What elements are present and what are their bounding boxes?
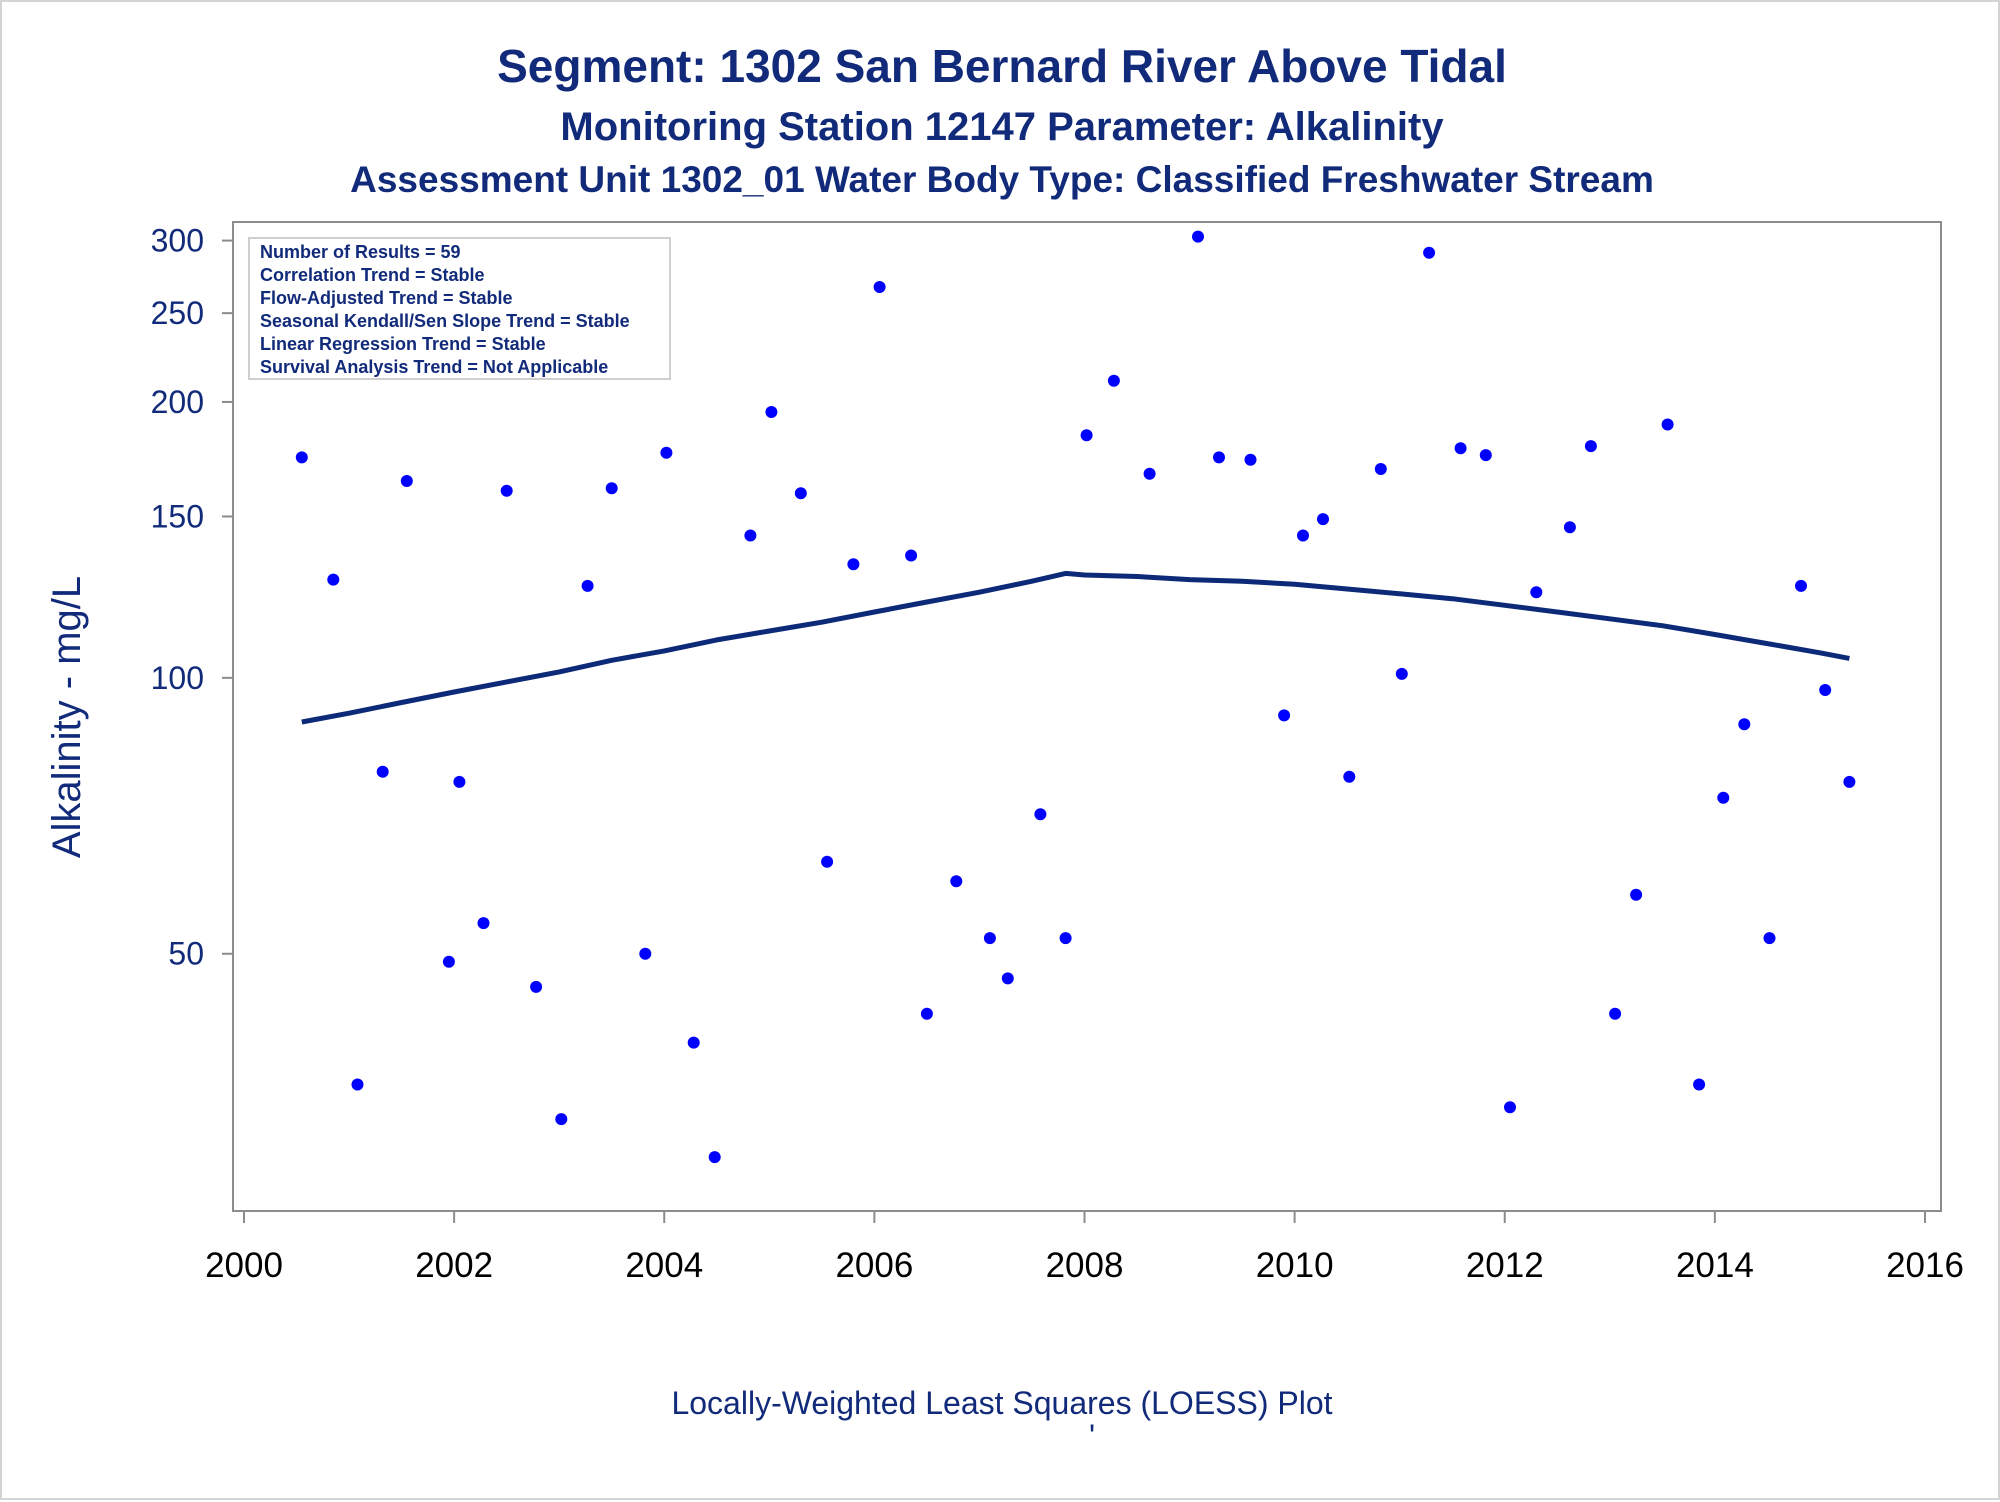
loess-series	[301, 570, 1850, 725]
stats-survival-analysis-trend: Survival Analysis Trend = Not Applicable	[260, 357, 608, 377]
data-point	[1763, 932, 1776, 945]
data-point	[1034, 808, 1047, 821]
data-point	[983, 932, 996, 945]
plot-area	[232, 221, 1942, 1212]
data-point	[744, 529, 757, 542]
data-point	[1584, 440, 1597, 453]
data-point	[555, 1113, 568, 1126]
stats-seasonal-kendall-trend: Seasonal Kendall/Sen Slope Trend = Stabl…	[260, 311, 630, 331]
x-tick-label: 2008	[1046, 1246, 1124, 1285]
y-tick-label: 300	[151, 223, 204, 259]
data-point	[1395, 667, 1408, 680]
stats-legend-box	[248, 237, 671, 380]
data-point	[1530, 586, 1543, 599]
data-point	[1317, 513, 1329, 526]
data-point	[708, 1151, 721, 1164]
data-point	[400, 475, 413, 487]
data-point	[581, 579, 594, 592]
data-point	[1843, 775, 1856, 788]
data-point	[920, 1007, 933, 1020]
x-tick-label: 2002	[415, 1246, 493, 1285]
data-point	[1107, 374, 1120, 387]
y-axis-label: Alkalinity - mg/L	[45, 576, 89, 858]
data-point	[1297, 529, 1309, 542]
data-point	[905, 549, 918, 562]
data-point	[1609, 1007, 1622, 1020]
chart-footnote-mark: '	[1089, 1418, 1095, 1454]
y-tick-label: 50	[168, 936, 204, 972]
data-point	[1693, 1078, 1706, 1091]
x-tick-label: 2000	[205, 1246, 283, 1285]
data-point	[376, 765, 389, 778]
data-point	[794, 487, 807, 500]
data-point	[765, 406, 778, 418]
data-point	[1278, 709, 1291, 722]
data-point	[530, 980, 543, 993]
data-point	[639, 947, 652, 960]
data-point	[1001, 972, 1014, 985]
data-point	[1192, 230, 1204, 243]
x-tick-label: 2006	[835, 1246, 913, 1285]
data-point	[687, 1036, 700, 1049]
data-point	[1717, 791, 1730, 804]
data-point	[1454, 442, 1467, 455]
loess-line	[301, 570, 1850, 725]
data-point	[821, 855, 834, 868]
data-point	[1343, 770, 1356, 783]
data-point	[1213, 451, 1225, 464]
y-tick-label: 100	[151, 660, 204, 696]
x-tick-label: 2014	[1676, 1246, 1754, 1285]
data-point	[1423, 246, 1436, 259]
data-point	[442, 955, 455, 968]
data-point	[1819, 684, 1832, 696]
chart-footnote: Locally-Weighted Least Squares (LOESS) P…	[671, 1385, 1332, 1421]
data-point	[1563, 521, 1576, 534]
data-point	[1738, 718, 1751, 731]
x-tick-label: 2004	[625, 1246, 703, 1285]
data-point	[1630, 888, 1643, 901]
scatter-series	[295, 230, 1856, 1164]
chart-subtitle: Monitoring Station 12147 Parameter: Alka…	[560, 105, 1444, 149]
y-tick-label: 150	[151, 498, 204, 534]
data-point	[327, 573, 340, 586]
data-point	[295, 451, 308, 464]
chart-title: Segment: 1302 San Bernard River Above Ti…	[497, 40, 1507, 92]
chart-subtitle-2: Assessment Unit 1302_01 Water Body Type:…	[350, 159, 1654, 200]
data-point	[1080, 429, 1093, 442]
data-point	[847, 558, 860, 571]
data-point	[1504, 1101, 1516, 1114]
y-axis: 50 100 150 200 250 300	[151, 223, 233, 972]
stats-linear-regression-trend: Linear Regression Trend = Stable	[260, 334, 546, 354]
data-point	[1244, 453, 1257, 466]
stats-legend: Number of Results = 59 Correlation Trend…	[248, 237, 671, 380]
stats-correlation-trend: Correlation Trend = Stable	[260, 265, 485, 285]
stats-number-of-results: Number of Results = 59	[260, 242, 461, 262]
data-point	[950, 875, 963, 888]
y-tick-label: 250	[151, 295, 204, 331]
y-tick-label: 200	[151, 384, 204, 420]
data-point	[1479, 449, 1492, 462]
data-point	[477, 917, 490, 930]
data-point	[1143, 467, 1156, 480]
data-point	[453, 775, 466, 788]
data-point	[1374, 463, 1387, 475]
data-point	[605, 482, 618, 495]
x-tick-label: 2012	[1466, 1246, 1544, 1285]
x-tick-label: 2010	[1256, 1246, 1334, 1285]
data-point	[1661, 418, 1674, 431]
data-point	[873, 281, 886, 293]
data-point	[500, 484, 513, 497]
data-point	[1059, 932, 1072, 945]
stats-flow-adjusted-trend: Flow-Adjusted Trend = Stable	[260, 288, 513, 308]
data-point	[1795, 579, 1807, 592]
x-tick-label: 2016	[1886, 1246, 1964, 1285]
data-point	[351, 1078, 364, 1091]
data-point	[660, 446, 673, 459]
x-axis: 2000 2002 2004 2006 2008 2010 2012 2014 2016	[205, 1211, 1964, 1285]
